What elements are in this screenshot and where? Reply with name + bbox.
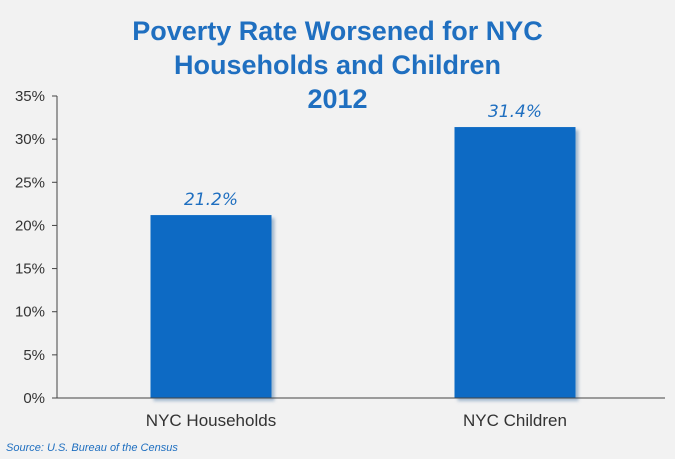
y-tick-label: 25% <box>15 174 45 191</box>
bars <box>150 127 576 398</box>
y-tick-label: 10% <box>15 304 45 321</box>
bar <box>454 127 576 398</box>
y-axis-ticks: 0% 5% 10% 15% 20% 25% 30% 35% <box>15 88 57 407</box>
y-tick-label: 5% <box>23 347 45 364</box>
chart-title: Poverty Rate Worsened for NYC Households… <box>0 14 675 116</box>
x-category-label: NYC Households <box>146 411 276 430</box>
y-tick-label: 20% <box>15 217 45 234</box>
y-tick-label: 15% <box>15 261 45 278</box>
data-labels: 21.2% 31.4% <box>184 102 542 210</box>
y-tick-label: 0% <box>23 390 45 407</box>
bar-value-label: 31.4% <box>488 102 542 122</box>
source-note: Source: U.S. Bureau of the Census <box>6 442 178 454</box>
x-category-label: NYC Children <box>463 411 567 430</box>
bar-value-label: 21.2% <box>184 190 238 210</box>
bar <box>150 215 272 398</box>
x-axis-categories: NYC Households NYC Children <box>146 411 567 430</box>
chart-title-line-3: 2012 <box>307 84 368 114</box>
chart-title-line-2: Households and Children <box>173 50 502 80</box>
chart-title-line-1: Poverty Rate Worsened for NYC <box>132 16 543 46</box>
y-tick-label: 35% <box>15 88 45 105</box>
y-tick-label: 30% <box>15 131 45 148</box>
